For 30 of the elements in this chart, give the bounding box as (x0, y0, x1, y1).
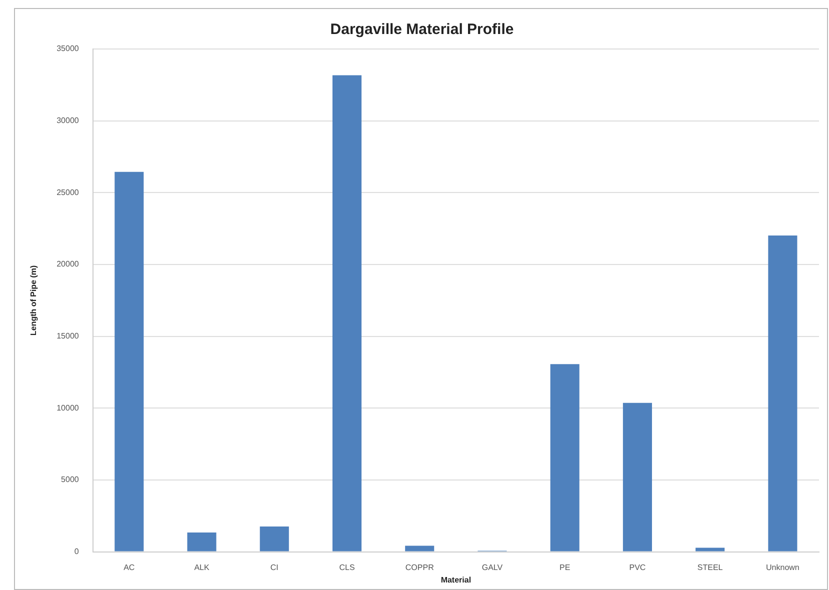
y-tick-label: 25000 (56, 188, 80, 197)
bar (405, 546, 434, 552)
bar (114, 172, 144, 552)
x-tick-label: PE (560, 562, 570, 572)
x-tick-label: CLS (339, 562, 355, 572)
y-tick-label: 5000 (61, 475, 80, 484)
x-tick-label: PVC (629, 562, 646, 572)
x-tick-label: ALK (194, 562, 210, 572)
x-tick-label: CI (270, 562, 278, 572)
y-tick-label: 0 (74, 547, 80, 556)
bar (260, 526, 289, 552)
y-tick-label: 35000 (56, 44, 80, 54)
x-tick-label: AC (124, 562, 135, 572)
bar (696, 548, 725, 552)
x-tick-label: Unknown (766, 562, 800, 572)
x-tick-label: COPPR (405, 562, 434, 572)
y-axis-title: Length of Pipe (m) (29, 264, 38, 336)
bar (187, 532, 216, 552)
x-tick-label: GALV (482, 562, 504, 572)
x-axis-title: Material (440, 575, 472, 584)
y-tick-label: 10000 (56, 403, 80, 412)
chart-title: Dargaville Material Profile (330, 21, 514, 38)
bar (622, 402, 652, 552)
x-tick-label: STEEL (697, 562, 724, 572)
y-tick-label: 30000 (56, 116, 80, 126)
bar (768, 235, 798, 552)
y-tick-label: 20000 (56, 260, 80, 269)
bar (332, 75, 362, 552)
bar (550, 364, 580, 552)
y-tick-label: 15000 (56, 332, 80, 341)
